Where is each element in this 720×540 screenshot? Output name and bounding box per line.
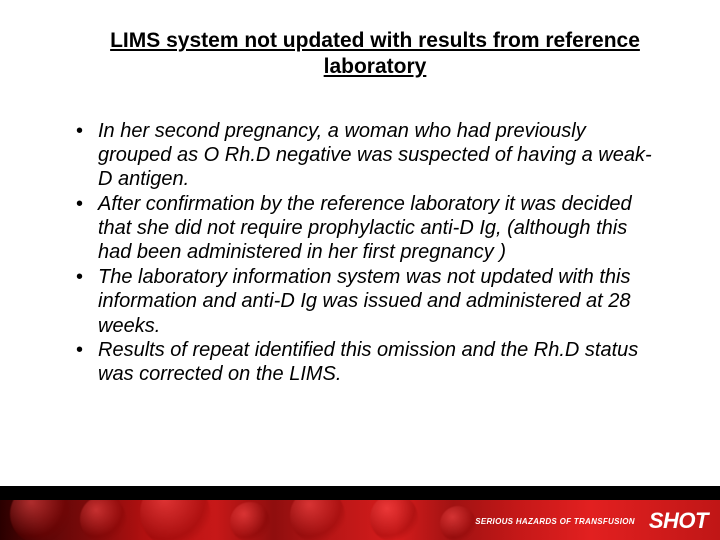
list-item: In her second pregnancy, a woman who had…	[70, 119, 660, 192]
list-item: After confirmation by the reference labo…	[70, 192, 660, 265]
list-item: Results of repeat identified this omissi…	[70, 338, 660, 387]
decor-blob	[370, 500, 418, 540]
decor-blob	[80, 500, 126, 540]
decor-blob	[140, 500, 210, 540]
decor-blob	[440, 506, 476, 540]
footer: SERIOUS HAZARDS OF TRANSFUSION SHOT	[0, 486, 720, 540]
footer-red-bar: SERIOUS HAZARDS OF TRANSFUSION SHOT	[0, 500, 720, 540]
decor-blob	[290, 500, 345, 540]
list-item: The laboratory information system was no…	[70, 265, 660, 338]
decor-blob	[230, 502, 270, 540]
slide-body: In her second pregnancy, a woman who had…	[0, 89, 720, 387]
slide: LIMS system not updated with results fro…	[0, 0, 720, 540]
shot-logo: SHOT	[649, 508, 708, 534]
hazards-label: SERIOUS HAZARDS OF TRANSFUSION	[475, 517, 635, 526]
decor-blob	[10, 500, 70, 540]
footer-text-group: SERIOUS HAZARDS OF TRANSFUSION SHOT	[475, 508, 708, 534]
footer-black-bar	[0, 486, 720, 500]
slide-title: LIMS system not updated with results fro…	[0, 0, 720, 89]
bullet-list: In her second pregnancy, a woman who had…	[70, 119, 660, 387]
